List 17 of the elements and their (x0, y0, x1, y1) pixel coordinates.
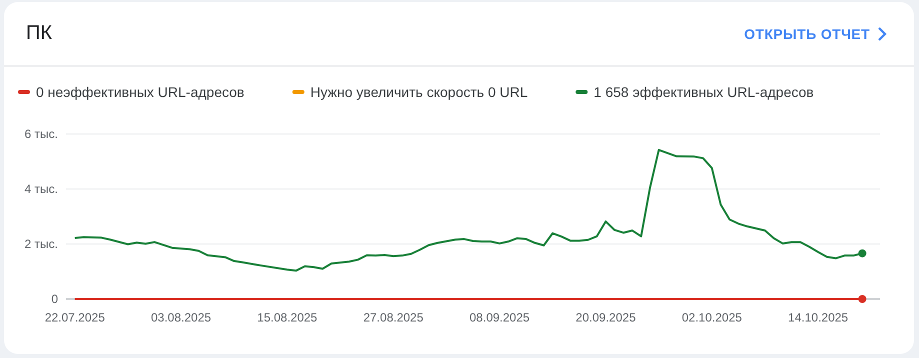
x-tick-label: 15.08.2025 (257, 310, 318, 325)
y-tick-label: 2 тыс. (24, 236, 58, 251)
x-tick-label: 08.09.2025 (470, 310, 530, 325)
x-tick-label: 14.10.2025 (788, 310, 848, 325)
chart-title: ПК (26, 22, 52, 44)
x-tick-label: 03.08.2025 (150, 310, 212, 325)
legend-label: 0 неэффективных URL-адресов (36, 84, 244, 100)
legend-label: Нужно увеличить скорость 0 URL (310, 84, 528, 100)
x-tick-label: 22.07.2025 (44, 310, 106, 325)
y-tick-label: 0 (51, 292, 58, 306)
x-tick-label: 27.08.2025 (363, 310, 424, 325)
text: ОТКРЫТЬ ОТЧЕТ (744, 26, 870, 42)
y-tick-label: 4 тыс. (24, 182, 58, 196)
legend-label: 1 658 эффективных URL-адресов (594, 84, 814, 100)
x-tick-label: 20.09.2025 (576, 310, 636, 325)
x-tick-label: 02.10.2025 (682, 310, 742, 325)
y-tick-label: 6 тыс. (24, 126, 58, 141)
